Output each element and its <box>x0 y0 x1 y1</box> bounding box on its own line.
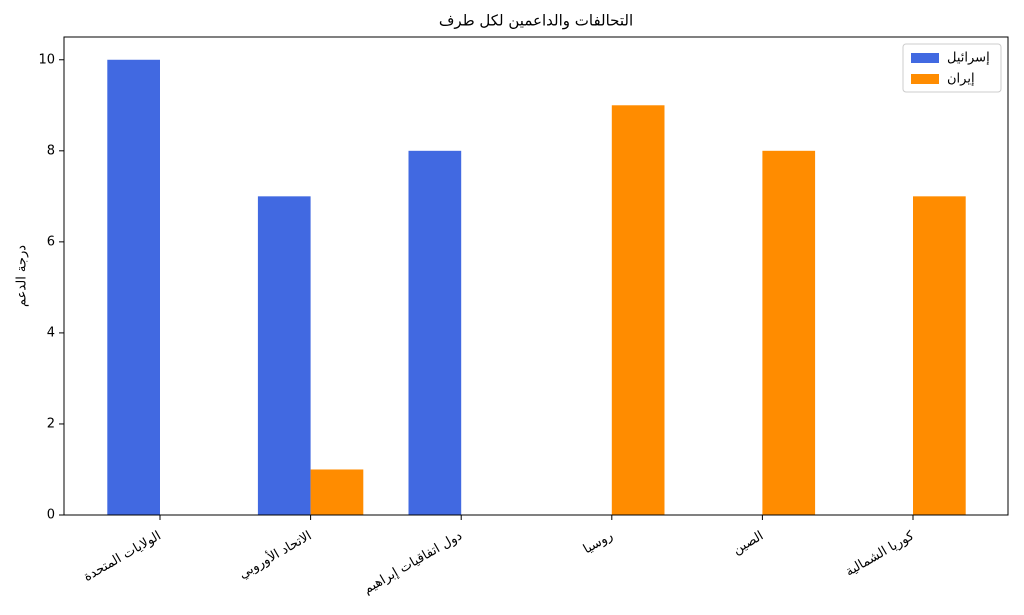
bar <box>408 150 462 516</box>
bar <box>611 105 665 516</box>
y-tick-label: 8 <box>47 143 55 158</box>
legend-label: إيران <box>947 72 975 87</box>
x-tick-label: الولايات المتحدة <box>81 529 164 585</box>
bar <box>913 196 966 516</box>
y-tick-label: 2 <box>47 416 55 431</box>
legend-label: إسرائيل <box>947 51 990 66</box>
bar <box>762 150 816 516</box>
plot-frame <box>63 36 1009 516</box>
x-tick-label: الاتحاد الأوروبي <box>235 527 314 582</box>
y-tick-label: 6 <box>47 234 55 249</box>
bar <box>107 59 160 516</box>
x-tick-label: كوريا الشمالية <box>843 528 917 580</box>
x-tick-label: الصين <box>730 529 766 558</box>
x-tick-label: روسيا <box>581 529 616 558</box>
legend-swatch <box>911 74 939 84</box>
y-tick-label: 4 <box>47 325 55 340</box>
bar <box>310 469 364 515</box>
legend-swatch <box>911 53 939 63</box>
x-tick-label: دول اتفاقيات إبراهيم <box>361 528 465 597</box>
y-axis-label: درجة الدعم <box>15 245 30 307</box>
y-tick-label: 0 <box>47 508 55 523</box>
chart-title: التحالفات والداعمين لكل طرف <box>439 12 633 30</box>
bar <box>257 196 311 516</box>
y-tick-label: 10 <box>38 52 55 67</box>
